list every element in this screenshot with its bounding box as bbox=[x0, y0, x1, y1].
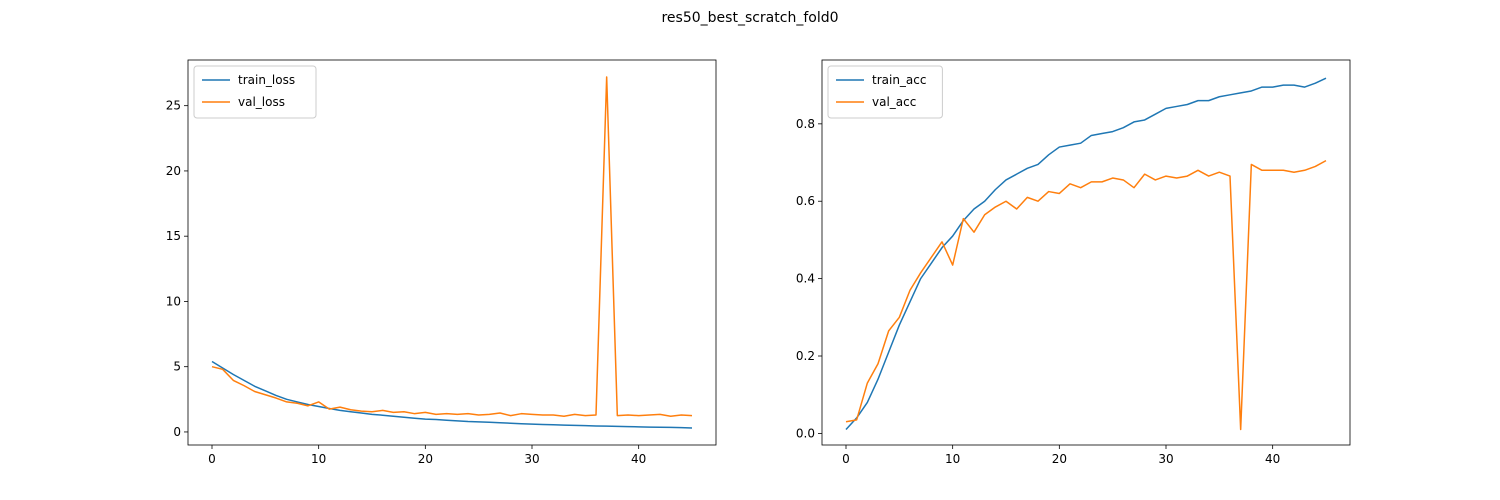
y-tick-label: 0.2 bbox=[796, 349, 815, 363]
y-tick-label: 10 bbox=[166, 294, 181, 308]
y-tick-label: 20 bbox=[166, 164, 181, 178]
y-tick-label: 0.4 bbox=[796, 272, 815, 286]
legend-label-val_acc: val_acc bbox=[872, 95, 916, 109]
series-line-val_loss bbox=[211, 76, 693, 418]
legend-label-train_loss: train_loss bbox=[238, 73, 295, 87]
accuracy-legend: train_acc val_acc bbox=[827, 65, 943, 119]
x-tick-label: 0 bbox=[842, 452, 850, 466]
x-tick-label: 40 bbox=[1265, 452, 1280, 466]
y-tick-label: 5 bbox=[173, 360, 181, 374]
x-tick-label: 0 bbox=[208, 452, 216, 466]
x-tick-label: 30 bbox=[1158, 452, 1173, 466]
loss-panel: 0 10 20 30 40 0 5 10 15 20 25 train_loss val_loss bbox=[166, 59, 717, 466]
y-tick-label: 0.6 bbox=[796, 194, 815, 208]
y-tick-label: 0.0 bbox=[796, 426, 815, 440]
x-tick-label: 10 bbox=[311, 452, 326, 466]
accuracy-panel: 0 10 20 30 40 0.0 0.2 0.4 0.6 0.8 train_acc val_acc bbox=[796, 59, 1351, 466]
legend-box bbox=[827, 65, 943, 119]
figure-title: res50_best_scratch_fold0 bbox=[661, 10, 838, 26]
y-tick-label: 25 bbox=[166, 99, 181, 113]
accuracy-axes-frame bbox=[821, 59, 1351, 446]
x-tick-label: 40 bbox=[631, 452, 646, 466]
series-line-val_acc bbox=[845, 159, 1327, 431]
legend-box bbox=[193, 65, 317, 119]
x-tick-label: 30 bbox=[524, 452, 539, 466]
x-tick-label: 10 bbox=[945, 452, 960, 466]
y-tick-label: 0 bbox=[173, 425, 181, 439]
x-tick-label: 20 bbox=[418, 452, 433, 466]
loss-legend: train_loss val_loss bbox=[193, 65, 317, 119]
y-tick-label: 15 bbox=[166, 229, 181, 243]
y-tick-label: 0.8 bbox=[796, 117, 815, 131]
series-line-train_acc bbox=[845, 77, 1327, 431]
x-tick-label: 20 bbox=[1052, 452, 1067, 466]
legend-label-val_loss: val_loss bbox=[238, 95, 285, 109]
series-line-train_loss bbox=[211, 360, 693, 429]
loss-axes-frame bbox=[187, 59, 717, 446]
legend-label-train_acc: train_acc bbox=[872, 73, 926, 87]
